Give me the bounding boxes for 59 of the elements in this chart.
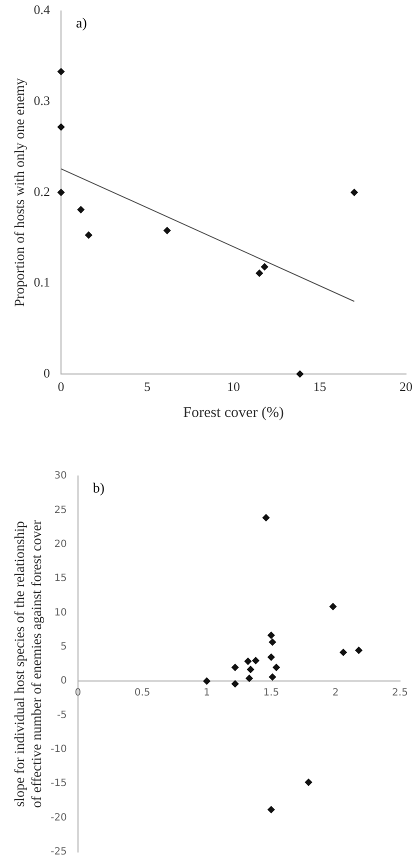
y-tick-label: -10	[50, 744, 67, 756]
x-axis-title: Forest cover (%)	[183, 404, 284, 421]
y-tick-label: 20	[54, 538, 67, 550]
y-tick-label: 0	[44, 365, 50, 380]
x-tick-label: 1	[204, 688, 210, 699]
y-tick-label: -5	[56, 710, 67, 721]
y-tick-label: 5	[60, 642, 67, 653]
point	[340, 648, 348, 656]
x-tick-label: 1.5	[263, 688, 280, 699]
point	[77, 206, 85, 214]
point	[252, 656, 260, 664]
point	[350, 188, 358, 196]
y-tick-label: -15	[50, 778, 67, 790]
y-tick-label: 0	[60, 676, 67, 687]
point	[267, 806, 275, 814]
point	[268, 638, 276, 646]
point	[202, 677, 211, 685]
y-axis-title: Proportion of hosts with only one enemy	[13, 78, 28, 307]
point	[296, 370, 304, 378]
point	[267, 653, 275, 661]
point	[57, 123, 65, 131]
point	[231, 680, 239, 688]
point	[57, 68, 65, 76]
y-tick-label: 15	[54, 573, 67, 584]
point	[267, 631, 275, 640]
x-tick-label: 5	[144, 378, 151, 394]
x-tick-label: 0.5	[134, 688, 150, 699]
x-tick-label: 2	[332, 688, 339, 699]
point	[231, 664, 239, 672]
y-tick-label: 30	[54, 470, 67, 482]
point	[329, 602, 337, 610]
point	[304, 778, 312, 786]
y-tick-label: 0.4	[34, 2, 51, 18]
point	[268, 673, 276, 681]
point	[245, 674, 254, 682]
point	[57, 188, 65, 196]
point	[272, 664, 280, 672]
x-tick-label: 2.5	[392, 688, 408, 699]
y-tick-label: -25	[50, 846, 67, 858]
y-tick-label: 0.1	[34, 274, 50, 290]
x-tick-label: 15	[313, 378, 326, 394]
y-axis-title: slope for individual host species of the relationship of effective number of enemies against forest cover	[13, 520, 45, 808]
annotation: b)	[92, 482, 105, 497]
point	[84, 231, 92, 239]
point	[244, 657, 252, 666]
y-tick-label: 10	[54, 607, 67, 618]
point	[256, 269, 264, 278]
y-tick-label: -20	[50, 812, 67, 824]
x-tick-label: 20	[400, 378, 412, 394]
y-tick-label: 0.2	[34, 184, 50, 199]
point	[246, 666, 254, 674]
x-tick-label: 10	[227, 378, 240, 394]
annotation: a)	[76, 16, 88, 32]
point	[354, 646, 363, 654]
point	[262, 514, 270, 522]
point	[260, 263, 268, 271]
point	[163, 226, 171, 234]
y-tick-label: 0.3	[34, 93, 50, 108]
y-tick-label: 25	[54, 504, 67, 516]
